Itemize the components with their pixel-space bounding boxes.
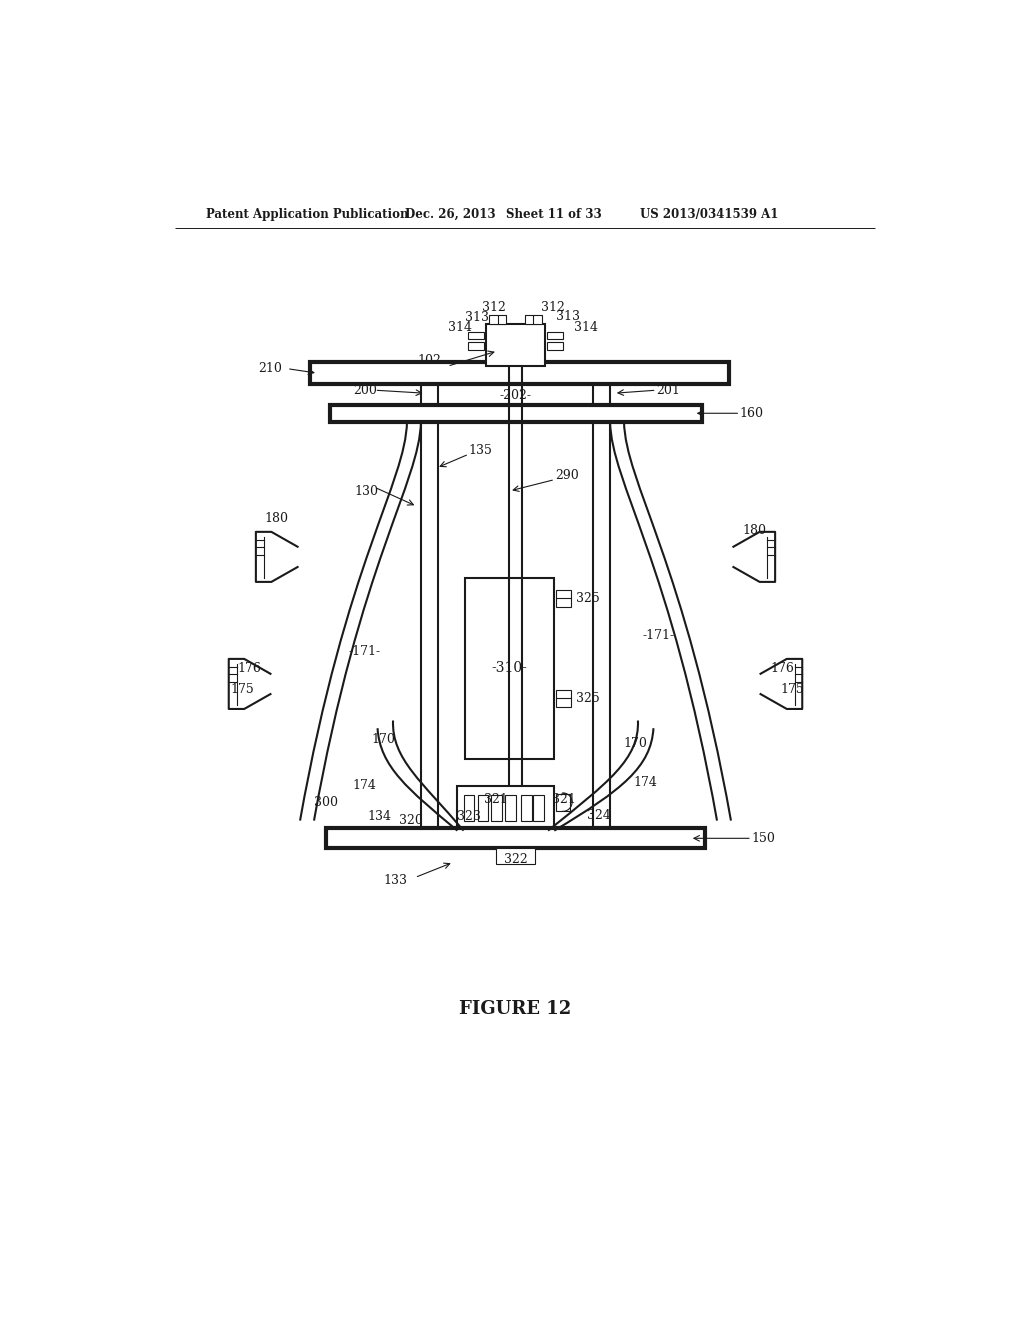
Text: 314: 314: [447, 321, 472, 334]
Text: 170: 170: [372, 733, 395, 746]
Bar: [477, 795, 488, 821]
Text: US 2013/0341539 A1: US 2013/0341539 A1: [640, 209, 778, 222]
Text: 180: 180: [265, 512, 289, 525]
Text: 176: 176: [771, 663, 795, 676]
Text: 200: 200: [353, 384, 377, 397]
Bar: [524, 314, 542, 323]
Text: 174: 174: [352, 779, 376, 792]
Bar: [547, 331, 563, 339]
Bar: [556, 590, 571, 607]
Text: 290: 290: [555, 469, 579, 482]
Text: 160: 160: [740, 407, 764, 420]
Text: 324: 324: [587, 809, 611, 822]
Text: 135: 135: [469, 445, 493, 458]
Text: 314: 314: [574, 321, 598, 334]
Text: 321: 321: [484, 792, 508, 805]
Text: 210: 210: [258, 362, 282, 375]
Text: 313: 313: [465, 310, 488, 323]
Bar: [521, 795, 531, 821]
Text: 176: 176: [238, 663, 261, 676]
Text: -202-: -202-: [500, 389, 531, 403]
Text: 325: 325: [577, 591, 600, 605]
Text: Dec. 26, 2013: Dec. 26, 2013: [406, 209, 496, 222]
Text: 150: 150: [752, 832, 775, 845]
Bar: [458, 785, 554, 830]
Text: 174: 174: [634, 776, 657, 788]
Text: 130: 130: [354, 484, 379, 498]
Text: 102: 102: [417, 354, 441, 367]
Bar: [465, 578, 554, 759]
Text: 133: 133: [383, 874, 408, 887]
Bar: [492, 795, 503, 821]
Bar: [468, 331, 483, 339]
Text: Sheet 11 of 33: Sheet 11 of 33: [506, 209, 602, 222]
Text: -310-: -310-: [492, 661, 527, 675]
Text: 312: 312: [482, 301, 506, 314]
Text: 325: 325: [577, 692, 600, 705]
Bar: [556, 689, 571, 706]
Text: 312: 312: [541, 301, 564, 314]
Bar: [506, 795, 516, 821]
Text: 320: 320: [399, 814, 423, 828]
Text: 201: 201: [656, 384, 680, 397]
Bar: [330, 405, 701, 422]
Bar: [556, 793, 569, 810]
Text: 170: 170: [624, 737, 647, 750]
Text: 134: 134: [368, 810, 392, 824]
Bar: [464, 795, 474, 821]
Bar: [310, 363, 729, 384]
Text: 323: 323: [457, 810, 481, 824]
Bar: [547, 342, 563, 350]
Bar: [489, 314, 506, 323]
Bar: [468, 342, 483, 350]
Bar: [534, 795, 544, 821]
Text: 175: 175: [780, 684, 804, 696]
Text: 313: 313: [556, 310, 581, 323]
Text: 300: 300: [313, 796, 338, 809]
Text: 180: 180: [742, 524, 766, 537]
Text: 175: 175: [230, 684, 254, 696]
Bar: [326, 829, 706, 849]
Text: 322: 322: [504, 853, 527, 866]
Bar: [486, 323, 545, 367]
Text: FIGURE 12: FIGURE 12: [460, 1001, 571, 1018]
Bar: [496, 849, 535, 863]
Text: 321: 321: [552, 792, 575, 805]
Text: -171-: -171-: [348, 644, 381, 657]
Text: Patent Application Publication: Patent Application Publication: [206, 209, 408, 222]
Text: -171-: -171-: [643, 630, 675, 643]
